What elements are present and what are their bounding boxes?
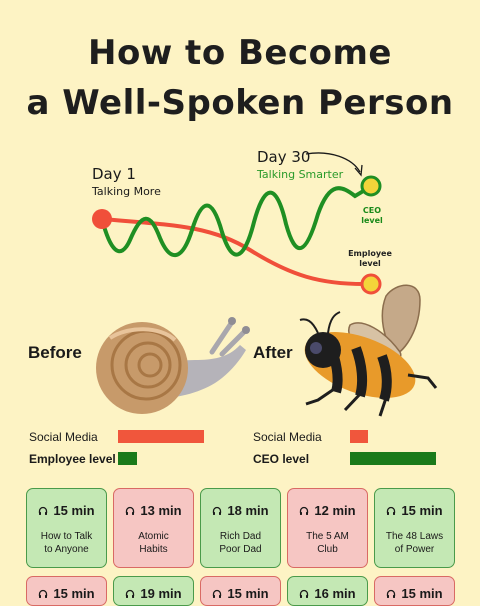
card-book-title: How to Talk to Anyone bbox=[40, 531, 93, 555]
book-card[interactable]: 12 min The 5 AM Club bbox=[287, 488, 368, 568]
book-card[interactable]: 15 min bbox=[26, 576, 107, 606]
book-card[interactable]: 15 min bbox=[200, 576, 281, 606]
headphones-icon bbox=[300, 506, 309, 515]
book-card[interactable]: 16 min bbox=[287, 576, 368, 606]
headphones-icon bbox=[39, 589, 48, 598]
card-book-title: Rich Dad Poor Dad bbox=[219, 531, 262, 555]
employee-point bbox=[360, 273, 382, 295]
headphones-icon bbox=[300, 589, 309, 598]
page-title: How to Become a Well-Spoken Person bbox=[0, 28, 480, 128]
book-card[interactable]: 15 min The 48 Laws of Power bbox=[374, 488, 455, 568]
employee-level-label: Employee level bbox=[348, 249, 392, 268]
before-metric-0-bar bbox=[118, 430, 204, 443]
card-duration: 18 min bbox=[201, 503, 280, 518]
ceo-level-label: CEO level bbox=[361, 206, 383, 225]
book-card[interactable]: 15 min bbox=[374, 576, 455, 606]
day30-caption: Talking Smarter bbox=[257, 168, 344, 181]
card-duration-text: 15 min bbox=[53, 586, 95, 601]
card-duration-text: 15 min bbox=[53, 503, 95, 518]
card-duration-text: 12 min bbox=[314, 503, 356, 518]
card-duration: 15 min bbox=[27, 586, 106, 601]
card-book-title: Atomic Habits bbox=[138, 531, 169, 555]
book-card[interactable]: 19 min bbox=[113, 576, 194, 606]
card-duration-text: 18 min bbox=[227, 503, 269, 518]
book-card[interactable]: 15 min How to Talk to Anyone bbox=[26, 488, 107, 568]
headphones-icon bbox=[213, 589, 222, 598]
day1-label: Day 1 bbox=[92, 165, 136, 183]
card-duration: 13 min bbox=[114, 503, 193, 518]
before-label: Before bbox=[28, 343, 82, 362]
card-book-title: The 5 AM Club bbox=[306, 531, 349, 555]
card-duration-text: 19 min bbox=[140, 586, 182, 601]
card-duration: 16 min bbox=[288, 586, 367, 601]
card-duration: 15 min bbox=[201, 586, 280, 601]
before-metric-1-bar bbox=[118, 452, 137, 465]
headphones-icon bbox=[39, 506, 48, 515]
start-point bbox=[92, 209, 112, 229]
before-metric-0-label: Social Media bbox=[29, 430, 98, 444]
ceo-point bbox=[360, 175, 382, 197]
card-duration-text: 15 min bbox=[401, 586, 443, 601]
after-label: After bbox=[253, 343, 293, 362]
card-duration-text: 15 min bbox=[401, 503, 443, 518]
day30-label: Day 30 bbox=[257, 148, 311, 166]
card-duration-text: 16 min bbox=[314, 586, 356, 601]
title-line-2: a Well-Spoken Person bbox=[26, 83, 454, 123]
before-metric-1-label: Employee level bbox=[29, 452, 116, 466]
card-duration-text: 13 min bbox=[140, 503, 182, 518]
after-metric-1-label: CEO level bbox=[253, 452, 310, 466]
after-metric-1-bar bbox=[350, 452, 436, 465]
book-card[interactable]: 18 min Rich Dad Poor Dad bbox=[200, 488, 281, 568]
headphones-icon bbox=[387, 506, 396, 515]
card-duration: 19 min bbox=[114, 586, 193, 601]
card-duration: 15 min bbox=[27, 503, 106, 518]
headphones-icon bbox=[126, 589, 135, 598]
day1-caption: Talking More bbox=[92, 185, 161, 198]
headphones-icon bbox=[213, 506, 222, 515]
book-card[interactable]: 13 min Atomic Habits bbox=[113, 488, 194, 568]
title-line-1: How to Become bbox=[88, 33, 392, 73]
card-duration-text: 15 min bbox=[227, 586, 269, 601]
card-duration: 15 min bbox=[375, 586, 454, 601]
card-duration: 12 min bbox=[288, 503, 367, 518]
employee-path bbox=[100, 217, 372, 287]
card-duration: 15 min bbox=[375, 503, 454, 518]
card-book-title: The 48 Laws of Power bbox=[385, 531, 444, 555]
after-metric-0-bar bbox=[350, 430, 368, 443]
after-metric-0-label: Social Media bbox=[253, 430, 322, 444]
headphones-icon bbox=[126, 506, 135, 515]
book-cards: 15 min How to Talk to Anyone 13 min Atomic … bbox=[26, 488, 455, 606]
headphones-icon bbox=[387, 589, 396, 598]
